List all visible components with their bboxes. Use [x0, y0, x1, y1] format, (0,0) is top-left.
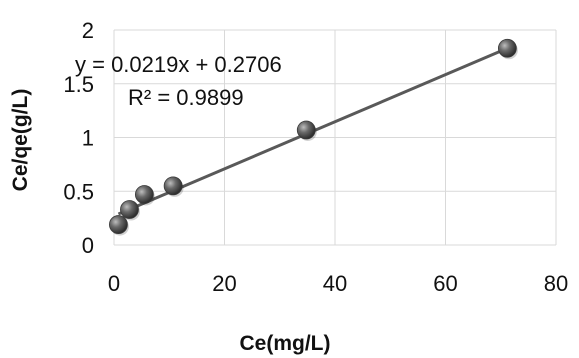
x-tick-label: 40 [323, 271, 347, 296]
data-point [497, 38, 517, 58]
trendline-equation: y = 0.0219x + 0.2706 [75, 52, 282, 77]
data-point [163, 176, 183, 196]
x-tick-label: 20 [212, 271, 236, 296]
y-tick-label: 1 [82, 126, 94, 151]
x-tick-label: 0 [108, 271, 120, 296]
y-axis-title: Ce/qe(g/L) [9, 89, 32, 192]
data-point [134, 185, 154, 204]
data-point [109, 215, 128, 234]
data-point [120, 200, 139, 219]
x-axis-ticks: 0 20 40 60 80 [108, 271, 568, 296]
data-point [296, 120, 316, 140]
y-tick-label: 2 [82, 18, 94, 43]
gridlines [113, 29, 557, 246]
y-tick-label: 1.5 [63, 72, 94, 97]
x-tick-label: 60 [433, 271, 457, 296]
y-tick-label: 0 [82, 233, 94, 258]
x-axis-title: Ce(mg/L) [240, 332, 331, 355]
y-axis-ticks: 0 0.5 1 1.5 2 [63, 18, 94, 258]
r-squared-label: R² = 0.9899 [128, 85, 244, 110]
x-tick-label: 80 [544, 271, 568, 296]
y-tick-label: 0.5 [63, 179, 94, 204]
data-points [109, 38, 518, 236]
